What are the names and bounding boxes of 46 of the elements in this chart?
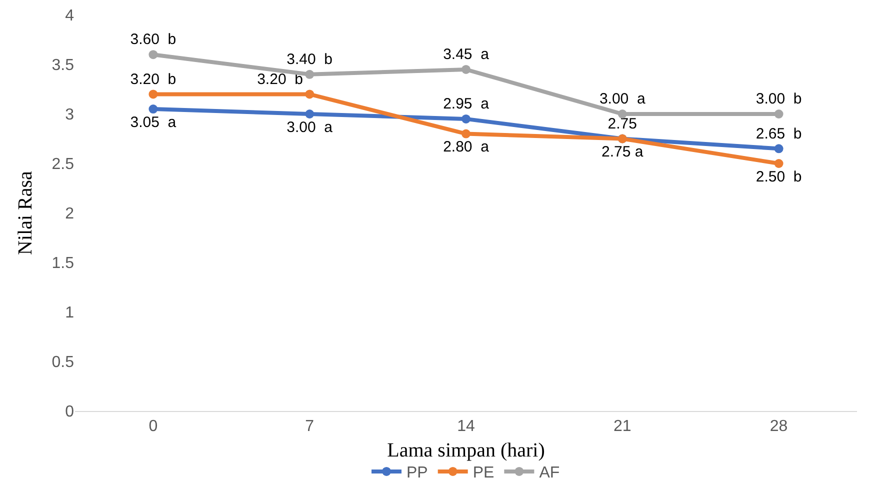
data-label: 2.75 a: [602, 144, 644, 161]
point: [462, 114, 470, 124]
y-tick-label: 3: [65, 106, 74, 124]
data-label: 2.65 b: [756, 125, 802, 142]
data-label: 2.75: [608, 115, 637, 132]
x-tick-label: 28: [770, 418, 788, 436]
data-label: 2.80 a: [443, 138, 490, 156]
legend-label: PP: [406, 464, 428, 482]
data-label: 2.50 b: [756, 168, 802, 186]
data-label: 3.45 a: [443, 46, 490, 64]
point: [148, 104, 158, 114]
y-tick-label: 3.5: [52, 57, 74, 74]
y-tick-label: 0.5: [52, 354, 74, 372]
data-label: 3.05 a: [130, 114, 177, 131]
legend-label: PE: [472, 464, 494, 482]
y-tick-label: 1.5: [52, 255, 74, 272]
data-label: 3.60 b: [130, 31, 176, 48]
x-axis-title: Lama simpan (hari): [387, 440, 545, 462]
y-axis-title: Nilai Rasa: [14, 170, 36, 255]
y-tick-label: 1: [65, 304, 74, 322]
point: [305, 90, 314, 99]
point: [148, 50, 158, 60]
x-tick-label: 7: [305, 418, 314, 436]
y-tick-label: 2.5: [52, 156, 74, 174]
data-label: 3.40 b: [286, 51, 333, 68]
point: [774, 144, 784, 154]
data-label: 2.95 a: [443, 96, 490, 113]
point: [462, 129, 470, 138]
legend-label: AF: [539, 464, 560, 482]
data-label: 3.00 b: [756, 90, 802, 108]
x-tick-label: 14: [457, 418, 475, 436]
point: [774, 159, 784, 168]
point: [774, 110, 784, 118]
data-label: 3.00 a: [599, 90, 646, 108]
data-label: 3.20 b: [130, 70, 176, 88]
point: [462, 64, 470, 74]
data-label: 3.00 a: [286, 118, 334, 136]
point: [618, 110, 627, 118]
point: [305, 110, 314, 118]
y-tick-label: 2: [65, 206, 74, 223]
point: [148, 90, 158, 99]
y-tick-label: 4: [65, 8, 74, 25]
x-tick-label: 21: [614, 418, 632, 436]
point: [305, 70, 314, 79]
y-tick-label: 0: [65, 404, 74, 421]
x-tick-label: 0: [148, 418, 158, 436]
